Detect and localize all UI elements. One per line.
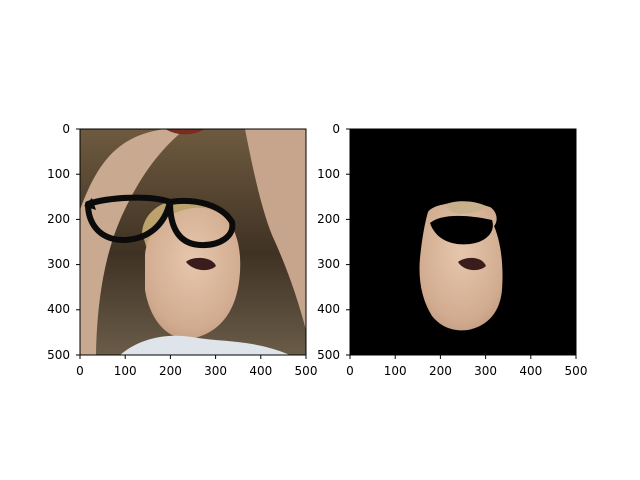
mouth: [186, 257, 216, 271]
shirt: [120, 335, 290, 355]
left-image: [80, 129, 306, 355]
left-axes-frame: [79, 128, 307, 356]
left-x-tick-0: 0: [76, 364, 84, 378]
right-x-ticks: 0 100 200 300 400 500: [346, 355, 587, 378]
right-x-tick-500: 500: [565, 364, 588, 378]
right-x-tick-100: 100: [384, 364, 407, 378]
left-x-tick-200: 200: [159, 364, 182, 378]
left-x-tick-500: 500: [295, 364, 318, 378]
right-arm: [245, 129, 306, 330]
left-arm: [80, 129, 185, 355]
left-y-ticks: 0 100 200 300 400 500: [47, 122, 80, 362]
left-y-tick-300: 300: [47, 257, 70, 271]
right-y-tick-100: 100: [317, 167, 340, 181]
right-panel: 0 100 200 300 400 500 0 100 200 300 400 …: [317, 122, 587, 378]
right-x-tick-400: 400: [519, 364, 542, 378]
right-axes-frame: [349, 128, 577, 356]
right-image: [350, 129, 576, 355]
left-x-tick-400: 400: [249, 364, 272, 378]
right-y-tick-0: 0: [332, 122, 340, 136]
right-y-ticks: 0 100 200 300 400 500: [317, 122, 350, 362]
right-y-tick-400: 400: [317, 302, 340, 316]
glasses-overlay: [84, 194, 236, 249]
right-y-tick-300: 300: [317, 257, 340, 271]
left-y-tick-400: 400: [47, 302, 70, 316]
right-x-tick-200: 200: [429, 364, 452, 378]
left-panel: 0 100 200 300 400 500 0 100 200 300 400 …: [47, 122, 317, 378]
segmented-mouth: [458, 257, 486, 271]
segmented-hair: [446, 201, 486, 214]
right-y-tick-500: 500: [317, 348, 340, 362]
left-y-tick-0: 0: [62, 122, 70, 136]
left-y-tick-200: 200: [47, 212, 70, 226]
glasses-cutout: [430, 215, 493, 245]
right-y-tick-200: 200: [317, 212, 340, 226]
left-y-tick-500: 500: [47, 348, 70, 362]
right-x-tick-0: 0: [346, 364, 354, 378]
right-x-tick-300: 300: [474, 364, 497, 378]
ball: [165, 129, 205, 135]
left-x-tick-100: 100: [114, 364, 137, 378]
left-x-ticks: 0 100 200 300 400 500: [76, 355, 317, 378]
left-x-tick-300: 300: [204, 364, 227, 378]
left-y-tick-100: 100: [47, 167, 70, 181]
